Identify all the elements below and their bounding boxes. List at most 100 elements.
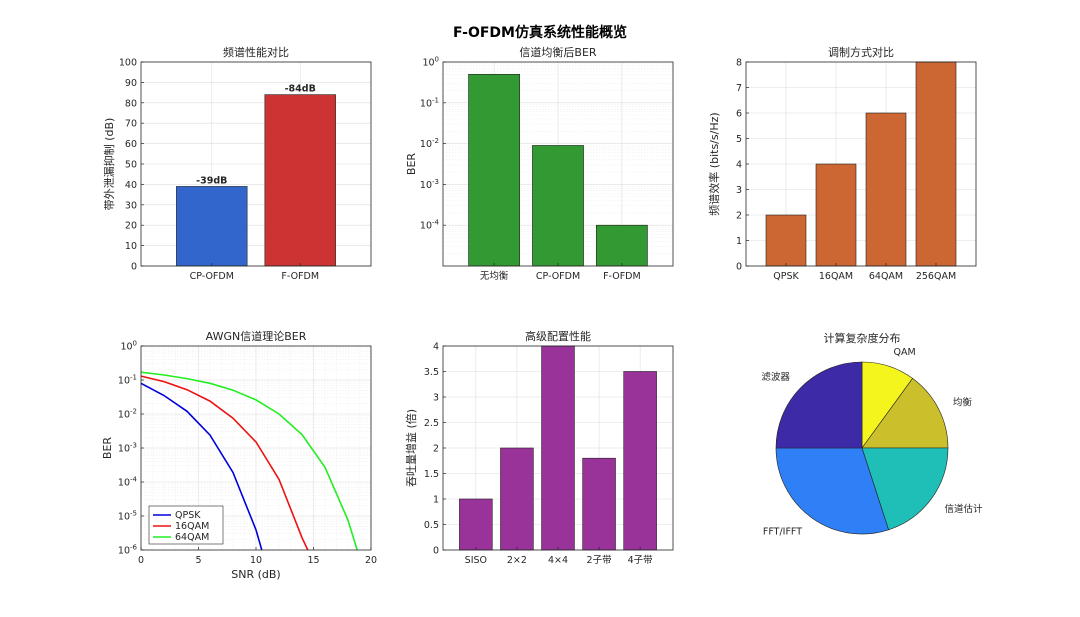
x-tick-label: 0: [138, 555, 144, 566]
pie-slice-3: [775, 447, 889, 535]
series-line-16QAM: [140, 375, 309, 551]
panel-title: 高级配置性能: [525, 329, 591, 343]
pie-slice-1: [861, 378, 949, 449]
y-axis-label: 频谱效率 (bits/s/Hz): [707, 112, 721, 215]
bar-advanced-1: [500, 447, 534, 551]
data-label: -39dB: [196, 175, 227, 186]
bar-advanced-0: [459, 498, 493, 551]
series-line-64QAM: [140, 371, 358, 551]
y-tick-label: 3: [736, 185, 742, 196]
x-tick-label: 4×4: [548, 555, 568, 566]
bar-advanced-4: [623, 371, 657, 551]
y-tick-label: 10-4: [420, 219, 440, 232]
bar-modulation-0: [765, 214, 807, 267]
x-tick-label: 2×2: [507, 555, 527, 566]
chart-ber_eq: 10-4 10-3 10-2 10-1 100 无均衡 CP-OFDM F-OFDM 信道均衡后…: [405, 45, 674, 282]
y-tick-label: 0.5: [424, 520, 439, 531]
y-tick-label: 3: [433, 393, 439, 404]
x-tick-label: 10: [250, 555, 262, 566]
bar-modulation-1: [815, 163, 857, 267]
legend-label: QPSK: [175, 510, 201, 521]
y-tick-label: 1.5: [424, 469, 439, 480]
y-tick-label: 60: [125, 139, 137, 150]
x-tick-label: 2子带: [587, 555, 613, 566]
x-tick-label: 4子带: [628, 555, 654, 566]
y-tick-label: 5: [736, 134, 742, 145]
y-tick-label: 8: [736, 58, 742, 69]
y-tick-label: 10-6: [118, 544, 138, 557]
y-axis-label: BER: [101, 437, 114, 459]
y-tick-label: 10-2: [118, 408, 137, 421]
bar-modulation-2: [865, 112, 907, 267]
y-tick-label: 10-4: [118, 476, 138, 489]
y-tick-label: 80: [125, 98, 137, 109]
panel-title: 计算复杂度分布: [824, 331, 901, 345]
bar-ber_eq-1: [532, 145, 584, 267]
chart-awgn: 10-6 10-5 10-4 10-3 10-2 10-1 100 0 5 10 15 20 QPSK1…: [101, 329, 377, 581]
x-tick-label: 64QAM: [869, 271, 903, 282]
y-tick-label: 1: [433, 495, 439, 506]
y-axis-label: 吞吐量增益 (倍): [404, 409, 418, 487]
x-tick-label: F-OFDM: [603, 271, 641, 282]
x-tick-label: 5: [195, 555, 201, 566]
bar-advanced-3: [582, 457, 616, 551]
y-tick-label: 20: [125, 221, 137, 232]
y-tick-label: 0: [131, 262, 137, 273]
pie-label: 信道估计: [945, 503, 984, 515]
y-tick-label: 1: [736, 236, 742, 247]
y-tick-label: 3.5: [424, 367, 439, 378]
y-tick-label: 10-3: [118, 442, 137, 455]
chart-advanced: 0 0.5 1 1.5 2 2.5 3 3.5 4 SISO 2×2 4×4 2子带 4子带 高级配置性能吞…: [404, 329, 674, 566]
y-tick-label: 10-3: [420, 178, 439, 191]
y-tick-label: 40: [125, 180, 137, 191]
y-tick-label: 2: [433, 444, 439, 455]
data-label: -84dB: [285, 84, 316, 95]
legend-label: 64QAM: [175, 532, 209, 543]
pie-slice-2: [861, 447, 949, 531]
x-tick-label: 256QAM: [916, 271, 956, 282]
x-axis-label: SNR (dB): [231, 568, 280, 581]
x-tick-label: SISO: [465, 555, 487, 566]
y-tick-label: 10-1: [118, 374, 137, 387]
x-tick-label: 15: [307, 555, 319, 566]
y-tick-label: 4: [433, 342, 439, 353]
bar-advanced-2: [541, 345, 575, 551]
bar-ber_eq-0: [468, 73, 520, 267]
y-tick-label: 6: [736, 109, 742, 120]
chart-spectrum: -39dB -84dB 0 10 20 30 40 50 60 70 80 90 100 CP-OFDM F…: [102, 45, 372, 282]
y-tick-label: 10-2: [420, 137, 439, 150]
y-tick-label: 2.5: [424, 418, 439, 429]
y-axis-label: 带外泄漏抑制 (dB): [102, 118, 116, 211]
y-tick-label: 10-5: [118, 510, 137, 523]
x-tick-label: QPSK: [773, 271, 799, 282]
pie-slice-4: [775, 361, 863, 449]
pie-label: FFT/IFFT: [763, 527, 802, 538]
bar-spectrum-0: [176, 186, 248, 267]
y-tick-label: 100: [422, 56, 439, 69]
pie-label: 滤波器: [761, 371, 790, 383]
pie-label: QAM: [894, 347, 916, 358]
bar-spectrum-1: [264, 94, 336, 267]
legend-label: 16QAM: [175, 521, 209, 532]
bar-ber_eq-2: [596, 224, 648, 267]
y-axis-label: BER: [405, 153, 418, 175]
y-tick-label: 0: [736, 262, 742, 273]
y-tick-label: 50: [125, 160, 137, 171]
y-tick-label: 100: [119, 58, 137, 69]
x-tick-label: 无均衡: [480, 270, 509, 282]
x-tick-label: CP-OFDM: [536, 271, 580, 282]
y-tick-label: 70: [125, 119, 137, 130]
chart-modulation: 0 1 2 3 4 5 6 7 8 QPSK 16QAM 64QAM 256QAM 调制方式对比频谱效率 …: [707, 45, 977, 282]
x-tick-label: F-OFDM: [281, 271, 319, 282]
y-tick-label: 4: [736, 160, 742, 171]
x-tick-label: 16QAM: [819, 271, 853, 282]
y-tick-label: 90: [125, 78, 137, 89]
figure-suptitle: F-OFDM仿真系统性能概览: [453, 24, 627, 41]
bar-modulation-3: [915, 61, 957, 267]
series-line-QPSK: [140, 382, 263, 551]
y-tick-label: 2: [736, 211, 742, 222]
y-tick-label: 0: [433, 546, 439, 557]
